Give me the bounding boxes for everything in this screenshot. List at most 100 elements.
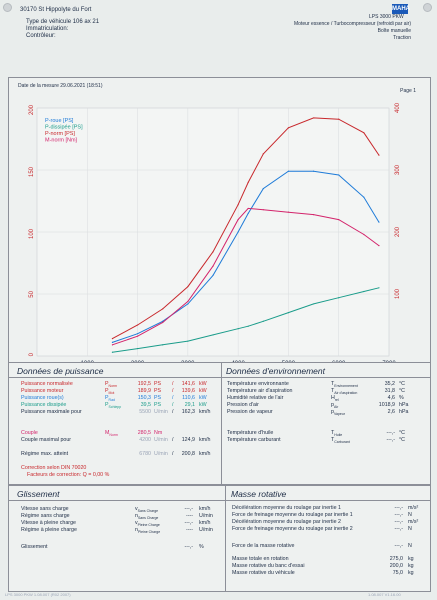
power-title: Données de puissance: [17, 366, 104, 376]
power-row-symbol: PNorm: [105, 381, 118, 389]
power-row-label: Couple: [21, 430, 38, 436]
series-point: [237, 204, 239, 206]
slip-row-value: ---,-: [184, 544, 193, 550]
series-point: [338, 118, 340, 120]
slip-row-unit: U/min: [199, 513, 213, 519]
series-point: [378, 287, 380, 289]
power-row-unit1: PS: [154, 402, 162, 408]
series-point: [247, 212, 249, 214]
series-point: [287, 312, 290, 314]
mass-row-value: 275,0: [389, 556, 403, 562]
env-row-value: 4,6: [387, 395, 395, 401]
env-row-value: ---,-: [386, 437, 395, 443]
series-point: [378, 154, 380, 156]
slip-row-symbol: nSans Charge: [135, 513, 159, 521]
footer-left: LPS 3000 PKW 1.08.007 (R02 2007): [5, 592, 71, 597]
env-row-unit: hPa: [399, 409, 409, 415]
series-point: [312, 214, 315, 216]
slip-row-unit: km/h: [199, 506, 211, 512]
series-point: [312, 303, 315, 305]
env-row-label: Température d'huile: [227, 430, 274, 436]
series-point: [312, 170, 315, 172]
correction-label: Correction selon DIN 70020: [21, 465, 87, 471]
mass-row-value: 200,0: [389, 563, 403, 569]
mass-row-value: ---,-: [394, 505, 403, 511]
y-left-tick-label: 150: [29, 166, 35, 177]
slip-row-label: Glissement: [21, 544, 48, 550]
power-row-value2: 141,6: [181, 381, 195, 387]
power-row-label: Puissance normalisée: [21, 381, 73, 387]
mass-row-unit: N: [408, 526, 412, 532]
mass-row-unit: m/s²: [408, 519, 419, 525]
series-point: [247, 207, 249, 210]
measurement-date: Date de la mesure 29.06.2021 (18:51): [18, 83, 103, 89]
mass-row-value: 75,0: [392, 570, 403, 576]
mass-row-label: Force de la masse rotative: [232, 543, 295, 549]
mass-row-value: ---,-: [394, 526, 403, 532]
env-row-label: Humidité relative de l'air: [227, 395, 284, 401]
series-point: [187, 285, 189, 288]
series-point: [212, 274, 214, 276]
env-row-value: 31,8: [384, 388, 395, 394]
series-point: [136, 335, 139, 337]
power-row-value1: 5500: [139, 409, 151, 415]
address: 30170 St Hippolyte du Fort: [20, 7, 92, 13]
power-row-symbol: PMot: [105, 388, 115, 396]
series-point: [378, 245, 380, 247]
power-row-label: Régime max. atteint: [21, 451, 69, 457]
env-row-label: Pression de vapeur: [227, 409, 273, 415]
x-tick-label: 1000: [81, 361, 95, 362]
series-point: [212, 334, 214, 336]
series-point: [136, 324, 139, 326]
drive-type: Traction: [393, 35, 411, 41]
power-row-sep: /: [172, 388, 174, 394]
registration: Immatriculation:: [26, 26, 69, 32]
env-row-unit: °C: [399, 430, 405, 436]
env-row-value: 1018,9: [378, 402, 395, 408]
power-row-label: Puissance moteur: [21, 388, 64, 394]
y-right-tick-label: 300: [395, 164, 401, 175]
x-tick-label: 2000: [131, 361, 145, 362]
mass-row-label: Masse rotative du véhicule: [232, 570, 295, 576]
slip-row-unit: U/min: [199, 527, 213, 533]
power-row-unit1: Nm: [154, 430, 163, 436]
series-point: [136, 347, 139, 350]
series-point: [363, 290, 365, 293]
power-row-unit1: U/min: [154, 451, 168, 457]
power-row-unit1: U/min: [154, 437, 168, 443]
data-panel: Données de puissance Données d'environne…: [8, 362, 431, 485]
chart-panel: Date de la mesure 29.06.2021 (18:51) Pag…: [8, 77, 431, 363]
series-point: [187, 300, 189, 303]
series-point: [162, 308, 164, 310]
y-left-tick-label: 200: [29, 104, 35, 115]
mass-row-value: ---,-: [394, 519, 403, 525]
series-point: [287, 170, 290, 172]
mass-row-unit: N: [408, 543, 412, 549]
series-point: [187, 340, 189, 342]
mass-row-label: Décélération moyenne du roulage par iner…: [232, 505, 341, 511]
series-point: [287, 211, 290, 213]
slip-row-label: Régime à pleine charge: [21, 527, 77, 533]
x-tick-label: 4000: [231, 361, 245, 362]
y-left-tick-label: 100: [29, 228, 35, 239]
series-point: [338, 219, 340, 221]
series-point: [312, 117, 315, 119]
slip-mass-panel: Glissement Masse rotative Vitesse sans c…: [8, 485, 431, 592]
mass-row-label: Masse totale en rotation: [232, 556, 289, 562]
mass-row-label: Décélération moyenne du roulage par iner…: [232, 519, 341, 525]
y-right-tick-label: 400: [395, 102, 401, 113]
series-point: [162, 344, 164, 346]
vertical-divider-2: [225, 486, 226, 591]
series-point: [378, 221, 380, 223]
power-row-unit2: km/h: [199, 451, 211, 457]
env-row-unit: °C: [399, 381, 405, 387]
vehicle-type: Type de véhicule 106 ax 21: [26, 19, 100, 25]
env-row-unit: hPa: [399, 402, 409, 408]
series-point: [363, 233, 365, 236]
series-point: [237, 219, 239, 221]
pin-top-left: [3, 3, 12, 12]
pin-top-right: [423, 3, 432, 12]
footer-right: 1.08.007 V1.16.00: [368, 592, 401, 597]
series-point: [287, 127, 290, 129]
legend-entry: P-roue [PS]: [45, 118, 74, 124]
